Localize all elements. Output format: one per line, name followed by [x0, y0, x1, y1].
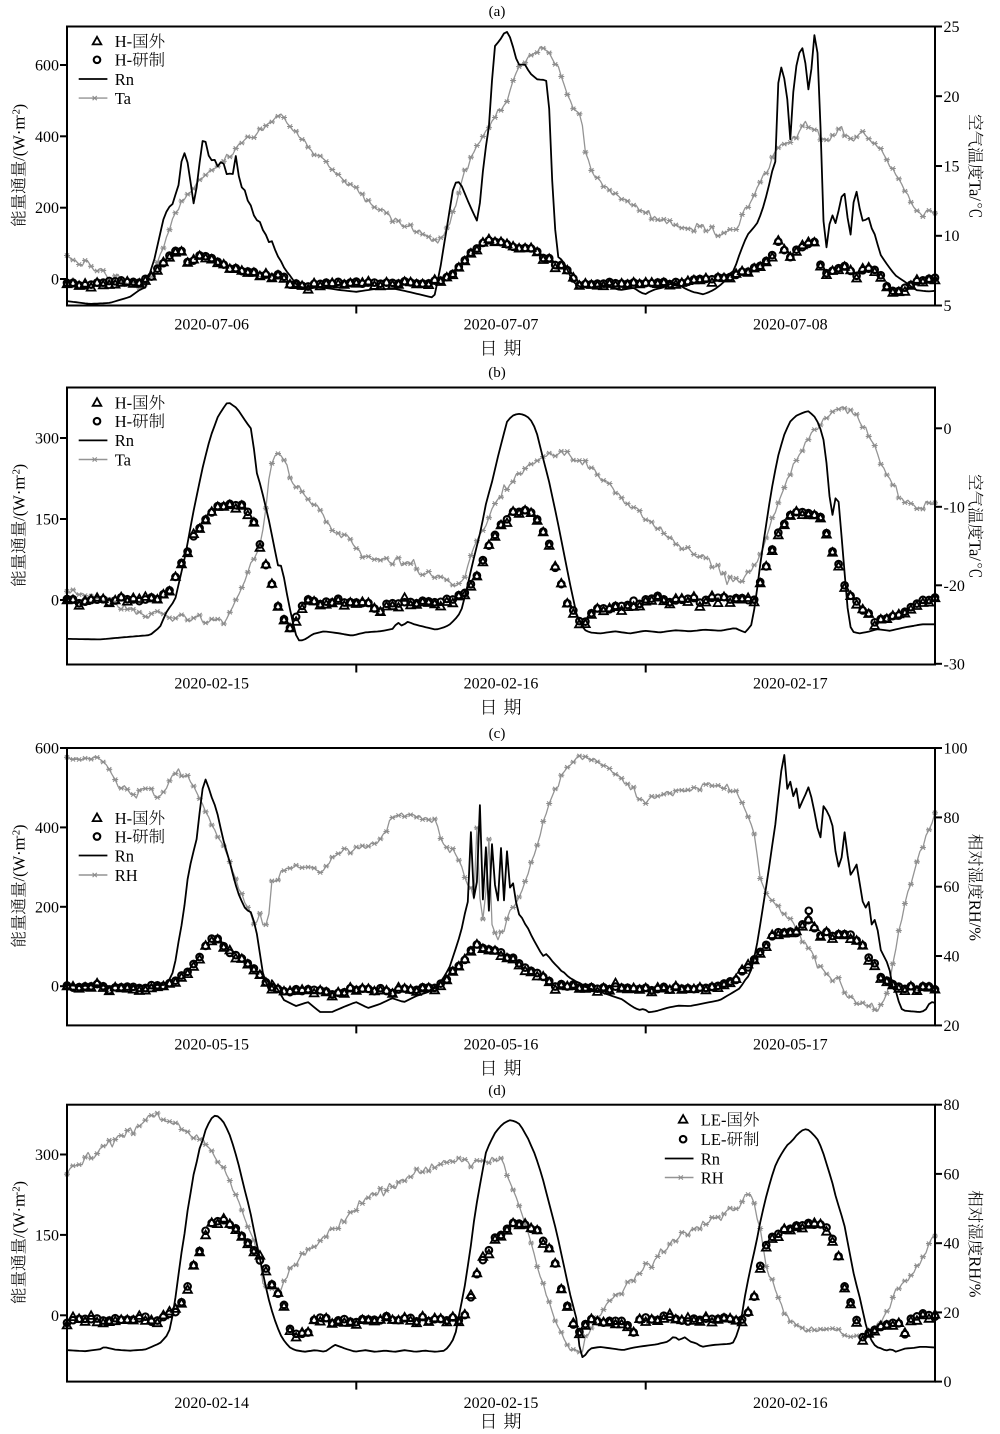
svg-text:25: 25: [944, 19, 960, 36]
svg-text:-10: -10: [944, 499, 965, 516]
svg-text:2020-02-15: 2020-02-15: [174, 676, 249, 693]
svg-text:20: 20: [944, 1305, 960, 1322]
svg-text:2020-02-15: 2020-02-15: [464, 1395, 539, 1412]
svg-text:): ): [12, 464, 29, 469]
svg-text:(a): (a): [489, 4, 506, 20]
svg-text:2020-07-06: 2020-07-06: [174, 317, 249, 334]
svg-text:600: 600: [35, 58, 59, 75]
svg-text:(b): (b): [488, 365, 506, 381]
svg-text:): ): [12, 1181, 29, 1186]
svg-text:15: 15: [944, 159, 960, 176]
svg-text:): ): [12, 825, 29, 830]
svg-text:300: 300: [35, 431, 59, 448]
svg-text:5: 5: [944, 298, 952, 315]
svg-text:2020-02-17: 2020-02-17: [753, 676, 828, 693]
svg-text:2020-05-17: 2020-05-17: [753, 1037, 828, 1054]
svg-text:2020-02-16: 2020-02-16: [753, 1395, 828, 1412]
svg-text:200: 200: [35, 200, 59, 217]
svg-text:LE-: LE-: [701, 1130, 727, 1149]
svg-text:600: 600: [35, 741, 59, 758]
svg-text:H-: H-: [115, 809, 132, 828]
svg-text:H-: H-: [115, 412, 132, 431]
svg-text:Ta: Ta: [115, 450, 132, 469]
svg-text:10: 10: [944, 228, 960, 245]
svg-text:/(W·m: /(W·m: [10, 1194, 29, 1238]
svg-text:/(W·m: /(W·m: [10, 837, 29, 881]
svg-text:): ): [12, 104, 29, 109]
svg-text:Rn: Rn: [115, 431, 134, 450]
svg-text:0: 0: [51, 1308, 59, 1325]
svg-text:2020-07-07: 2020-07-07: [464, 317, 539, 334]
svg-text:400: 400: [35, 820, 59, 837]
svg-text:2020-07-08: 2020-07-08: [753, 317, 828, 334]
svg-text:/(W·m: /(W·m: [10, 477, 29, 521]
svg-text:300: 300: [35, 1147, 59, 1164]
svg-text:-30: -30: [944, 656, 965, 673]
svg-text:20: 20: [944, 1018, 960, 1035]
svg-text:Rn: Rn: [115, 70, 134, 89]
svg-text:H-: H-: [115, 394, 132, 413]
svg-text:-2: -2: [11, 1186, 23, 1195]
svg-text:40: 40: [944, 949, 960, 966]
svg-text:H-: H-: [115, 51, 132, 70]
svg-text:0: 0: [51, 979, 59, 996]
svg-text:0: 0: [51, 272, 59, 289]
svg-text:100: 100: [944, 741, 968, 758]
svg-text:H-: H-: [115, 32, 132, 51]
svg-text:0: 0: [944, 1374, 952, 1391]
svg-text:Rn: Rn: [701, 1149, 720, 1168]
svg-text:-2: -2: [11, 830, 23, 839]
svg-text:200: 200: [35, 899, 59, 916]
svg-text:20: 20: [944, 89, 960, 106]
svg-text:150: 150: [35, 1227, 59, 1244]
svg-text:(d): (d): [488, 1083, 506, 1099]
svg-text:150: 150: [35, 512, 59, 529]
svg-text:(c): (c): [489, 726, 506, 742]
svg-text:/(W·m: /(W·m: [10, 117, 29, 161]
svg-text:Ta/: Ta/: [966, 180, 985, 201]
svg-text:LE-: LE-: [701, 1110, 727, 1129]
svg-text:0: 0: [51, 593, 59, 610]
svg-text:2020-05-15: 2020-05-15: [174, 1037, 249, 1054]
svg-text:80: 80: [944, 810, 960, 827]
svg-text:2020-05-16: 2020-05-16: [464, 1037, 539, 1054]
svg-text:Ta: Ta: [115, 89, 132, 108]
svg-text:0: 0: [944, 421, 952, 438]
svg-text:2020-02-16: 2020-02-16: [464, 676, 539, 693]
svg-text:Rn: Rn: [115, 846, 134, 865]
svg-text:RH: RH: [115, 866, 138, 885]
svg-text:60: 60: [944, 1166, 960, 1183]
svg-text:400: 400: [35, 129, 59, 146]
svg-text:Ta/: Ta/: [966, 540, 985, 561]
svg-text:-2: -2: [11, 469, 23, 478]
svg-text:-20: -20: [944, 578, 965, 595]
svg-text:RH/%: RH/%: [966, 1256, 985, 1298]
svg-text:RH/%: RH/%: [966, 900, 985, 942]
svg-text:2020-02-14: 2020-02-14: [174, 1395, 249, 1412]
svg-text:60: 60: [944, 879, 960, 896]
svg-text:-2: -2: [11, 109, 23, 118]
svg-text:80: 80: [944, 1097, 960, 1114]
svg-text:40: 40: [944, 1236, 960, 1253]
svg-text:RH: RH: [701, 1168, 724, 1187]
svg-text:H-: H-: [115, 827, 132, 846]
